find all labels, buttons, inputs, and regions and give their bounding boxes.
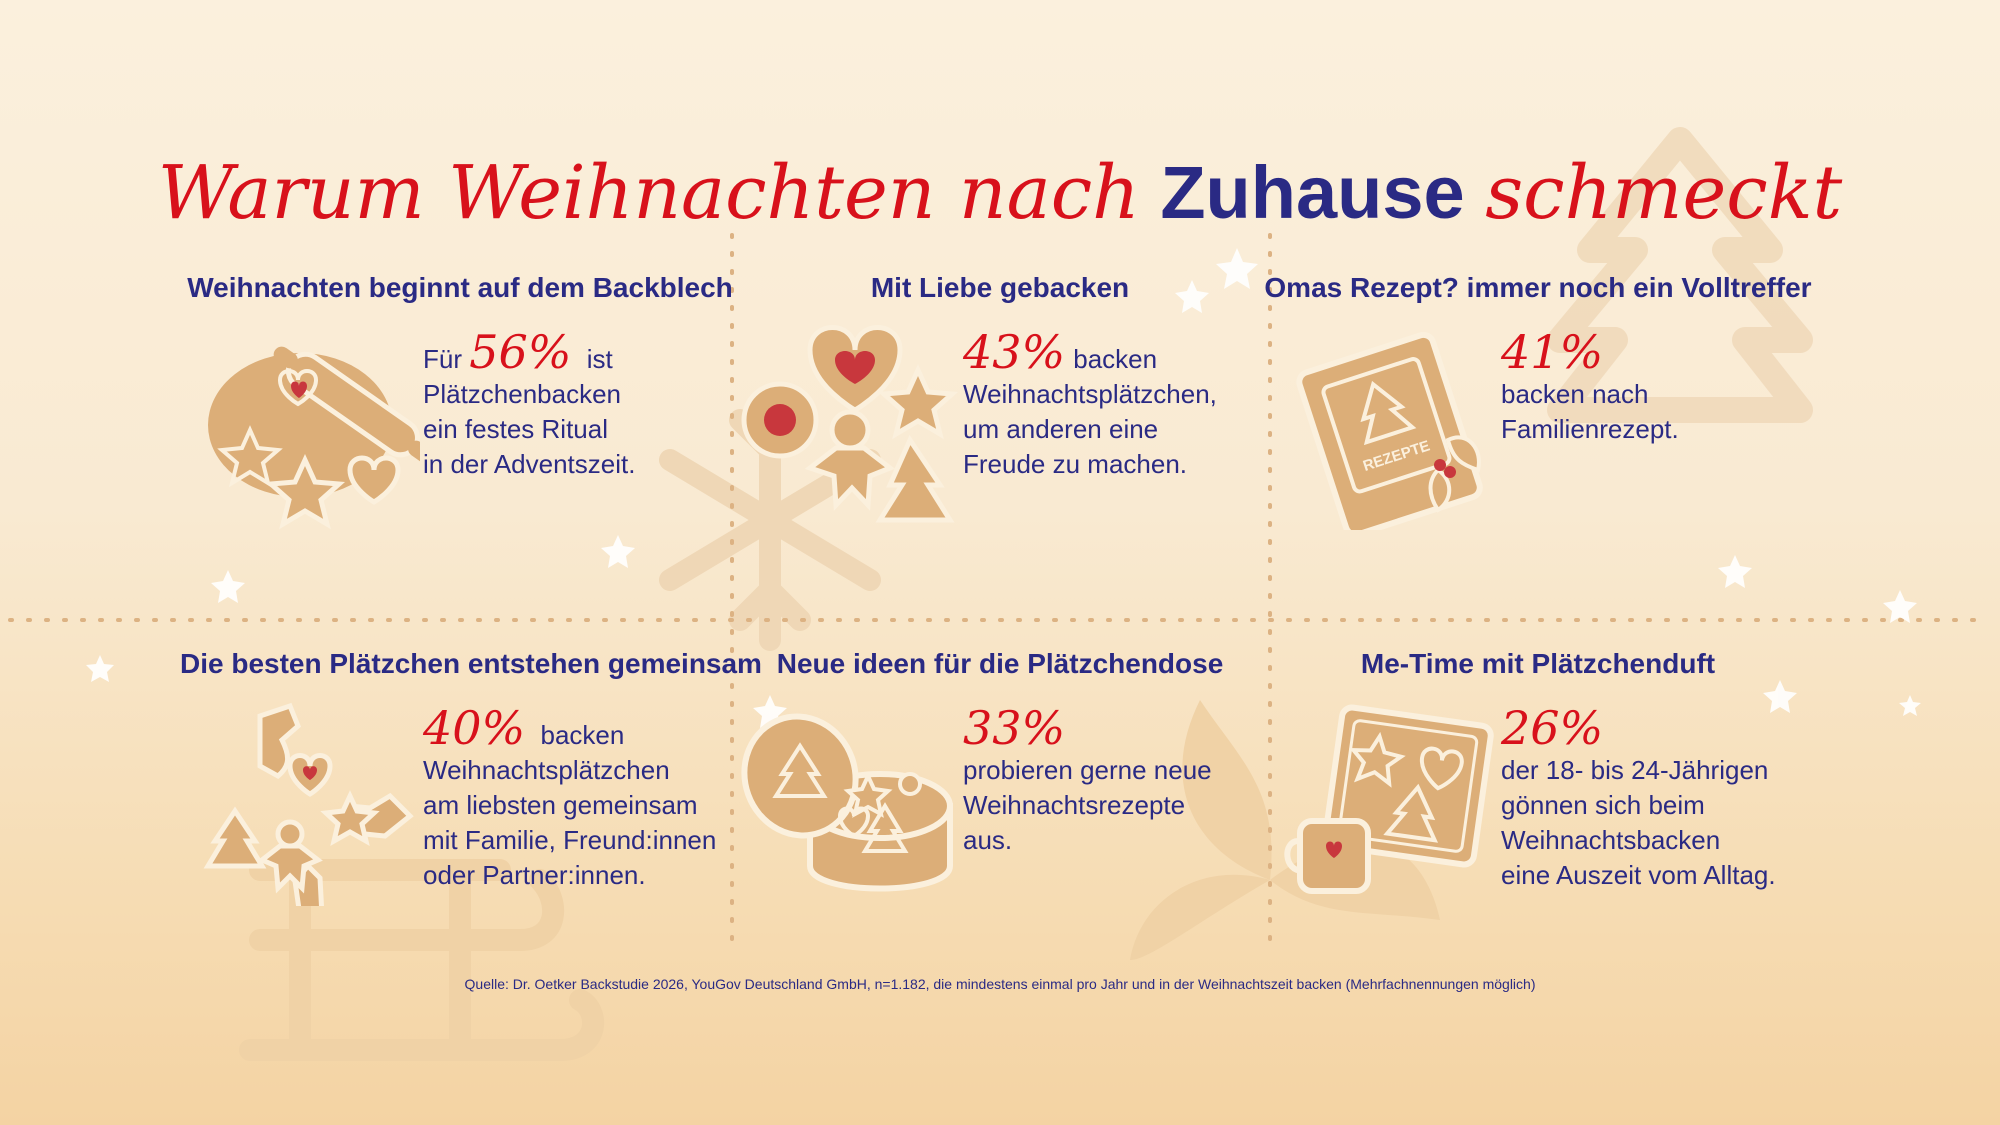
stat-line: ein festes Ritual xyxy=(423,414,608,444)
stat-panel-me-time: Me-Time mit Plätzchenduft 26% der 18- bi… xyxy=(1258,648,1818,1018)
cookie-tin-icon xyxy=(741,713,953,892)
panel-heading: Mit Liebe gebacken xyxy=(870,272,1130,303)
panel-heading: Weihnachten beginnt auf dem Backblech xyxy=(187,272,733,303)
stat-line: Plätzchenbacken xyxy=(423,379,622,409)
stat-line: Weihnachtsplätzchen, xyxy=(963,379,1217,409)
stat-line: der 18- bis 24-Jährigen xyxy=(1501,755,1769,785)
heart-star-gingerbread-cookies-icon xyxy=(741,325,959,523)
sparkle-stars xyxy=(86,248,1921,728)
holly-icon xyxy=(1130,700,1440,960)
stat-percent: 26% xyxy=(1501,701,1604,755)
stat-line: oder Partner:innen. xyxy=(423,860,646,890)
stat-percent: 43% xyxy=(963,325,1066,379)
stat-line: Weihnachtsbacken xyxy=(1501,825,1721,855)
stat-line: Familienrezept. xyxy=(1501,414,1679,444)
stat-line: am liebsten gemeinsam xyxy=(423,790,698,820)
stat-panel-rezept: Omas Rezept? immer noch ein Volltreffer … xyxy=(1258,272,1818,642)
stat-line: Weihnachtsrezepte xyxy=(963,790,1186,820)
panel-text: 33% probieren gerne neue Weihnachtsrezep… xyxy=(963,705,1293,858)
stat-line: eine Auszeit vom Alltag. xyxy=(1501,860,1776,890)
title-part-2: Zuhause xyxy=(1160,151,1465,234)
title-part-3: schmeckt xyxy=(1485,150,1843,236)
panel-text: 41% backen nach Familienrezept. xyxy=(1501,329,1831,447)
stat-percent: 40% xyxy=(423,701,526,755)
stat-line: backen nach xyxy=(1501,379,1649,409)
panel-heading: Neue ideen für die Plätzchendose xyxy=(776,648,1224,679)
stat-after: ist xyxy=(586,344,613,374)
page-title: Warum Weihnachten nach Zuhause schmeckt xyxy=(0,150,2000,236)
stat-line: probieren gerne neue xyxy=(963,755,1212,785)
panel-heading: Omas Rezept? immer noch ein Volltreffer xyxy=(1264,272,1812,303)
sharing-hands-cookies-icon xyxy=(203,702,414,906)
stat-panel-liebe: Mit Liebe gebacken 43% backen Weihnachtsp… xyxy=(720,272,1280,642)
recipe-book-icon: REZEPTE xyxy=(1296,331,1483,530)
stat-line: in der Adventszeit. xyxy=(423,449,636,479)
stat-line: mit Familie, Freund:innen xyxy=(423,825,717,855)
stat-after: backen xyxy=(1073,344,1158,374)
panel-text: Für 56% ist Plätzchenbacken ein festes R… xyxy=(423,329,753,482)
stat-panel-backblech: Weihnachten beginnt auf dem Backblech Fü… xyxy=(180,272,740,642)
stat-line: Weihnachtsplätzchen xyxy=(423,755,670,785)
stat-panel-gemeinsam: Die besten Plätzchen entstehen gemeinsam… xyxy=(180,648,762,1018)
christmas-tree-icon xyxy=(1547,127,1813,423)
stat-lead: Für xyxy=(423,344,462,374)
title-part-1: Warum Weihnachten nach xyxy=(157,150,1140,236)
panel-text: 26% der 18- bis 24-Jährigen gönnen sich … xyxy=(1501,705,1831,893)
baking-tray-mug-icon xyxy=(1284,704,1494,894)
stat-percent: 56% xyxy=(469,325,572,379)
stat-line: Freude zu machen. xyxy=(963,449,1188,479)
grid-dividers xyxy=(8,233,1992,942)
panel-text: 40% backen Weihnachtsplätzchen am liebst… xyxy=(423,705,753,893)
panel-heading: Die besten Plätzchen entstehen gemeinsam xyxy=(180,648,762,679)
stat-line: aus. xyxy=(963,825,1013,855)
rolling-pin-cookies-icon xyxy=(208,346,420,530)
stat-percent: 41% xyxy=(1501,325,1604,379)
panel-heading: Me-Time mit Plätzchenduft xyxy=(1360,648,1716,679)
stat-panel-plaetzchendose: Neue ideen für die Plätzchendose 33% pro… xyxy=(720,648,1280,1018)
source-note: Quelle: Dr. Oetker Backstudie 2026, YouG… xyxy=(464,976,1536,992)
stat-line: um anderen eine xyxy=(963,414,1159,444)
panel-text: 43% backen Weihnachtsplätzchen, um andere… xyxy=(963,329,1293,482)
stat-line: gönnen sich beim xyxy=(1501,790,1705,820)
stat-after: backen xyxy=(540,720,625,750)
stat-percent: 33% xyxy=(963,701,1066,755)
